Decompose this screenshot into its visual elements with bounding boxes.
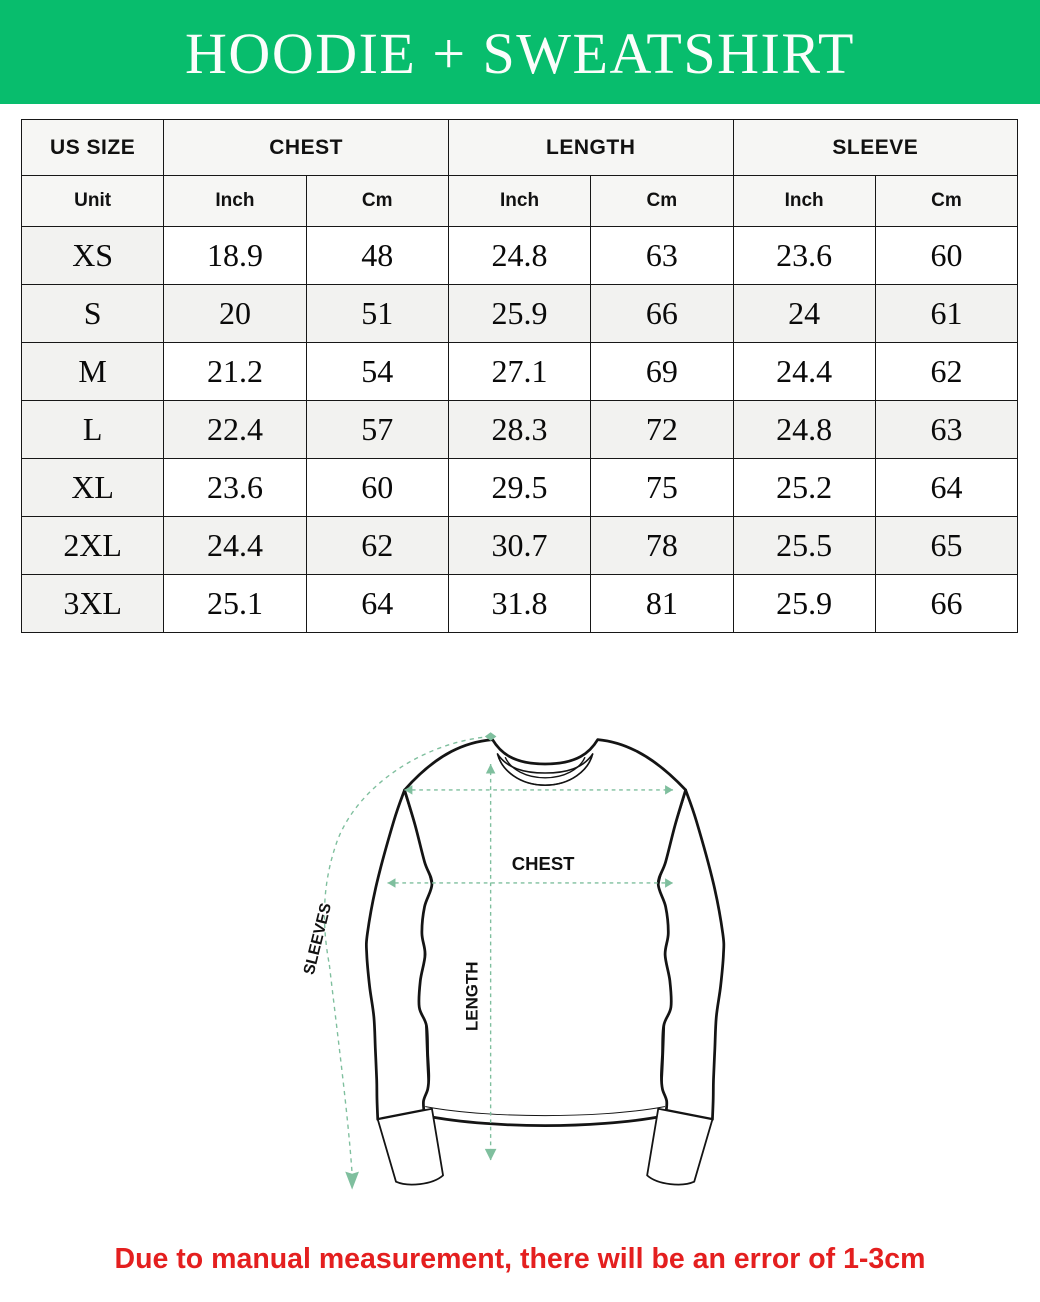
svg-text:LENGTH: LENGTH [462, 962, 481, 1032]
svg-text:CHEST: CHEST [512, 853, 575, 874]
